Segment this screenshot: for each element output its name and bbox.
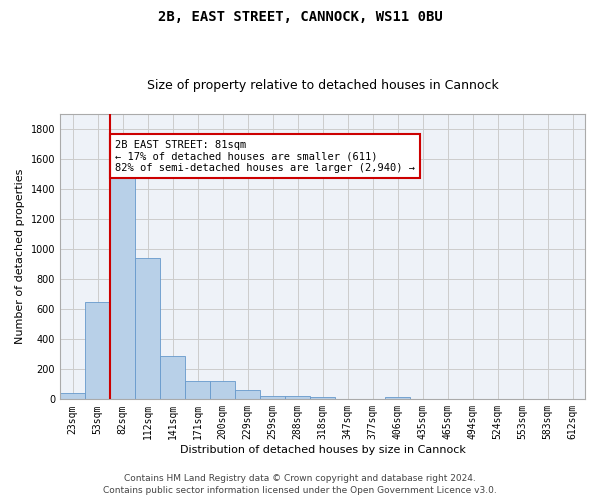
Y-axis label: Number of detached properties: Number of detached properties xyxy=(15,169,25,344)
Text: 2B, EAST STREET, CANNOCK, WS11 0BU: 2B, EAST STREET, CANNOCK, WS11 0BU xyxy=(158,10,442,24)
Bar xyxy=(110,178,135,400)
X-axis label: Distribution of detached houses by size in Cannock: Distribution of detached houses by size … xyxy=(179,445,466,455)
Text: 2B EAST STREET: 81sqm
← 17% of detached houses are smaller (611)
82% of semi-det: 2B EAST STREET: 81sqm ← 17% of detached … xyxy=(115,140,415,172)
Bar xyxy=(85,302,110,400)
Bar xyxy=(285,396,310,400)
Bar xyxy=(210,380,235,400)
Bar xyxy=(160,356,185,400)
Bar xyxy=(235,390,260,400)
Text: Contains HM Land Registry data © Crown copyright and database right 2024.
Contai: Contains HM Land Registry data © Crown c… xyxy=(103,474,497,495)
Bar xyxy=(185,380,210,400)
Bar xyxy=(385,397,410,400)
Bar xyxy=(135,258,160,400)
Title: Size of property relative to detached houses in Cannock: Size of property relative to detached ho… xyxy=(146,79,499,92)
Bar xyxy=(310,397,335,400)
Bar xyxy=(260,396,285,400)
Bar xyxy=(60,394,85,400)
